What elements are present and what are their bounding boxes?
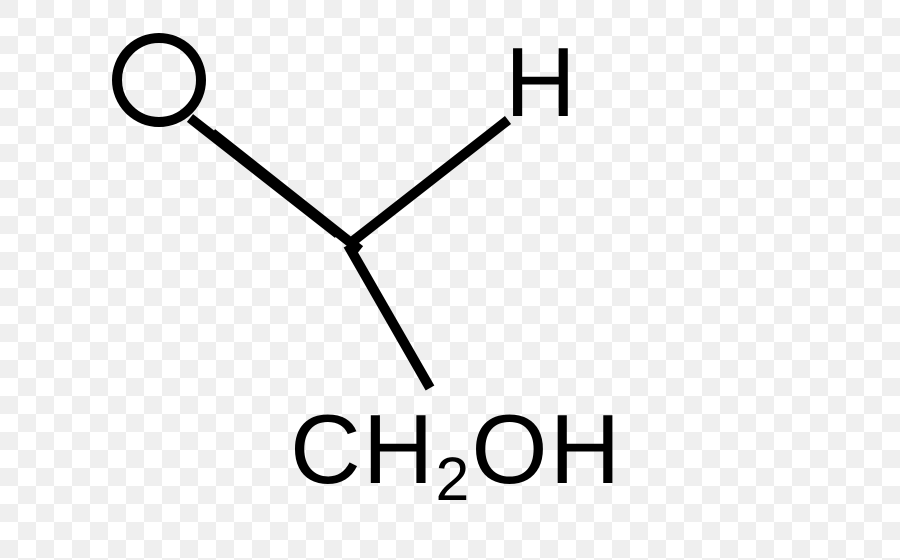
bond-c-h <box>348 120 508 245</box>
atom-label-h: H <box>505 33 576 131</box>
atom-label-ch2oh: CH2OH <box>290 400 622 498</box>
oxygen-atom-circle <box>117 38 201 122</box>
bond-c-o-double <box>190 118 360 250</box>
bond-c-c <box>348 245 430 388</box>
